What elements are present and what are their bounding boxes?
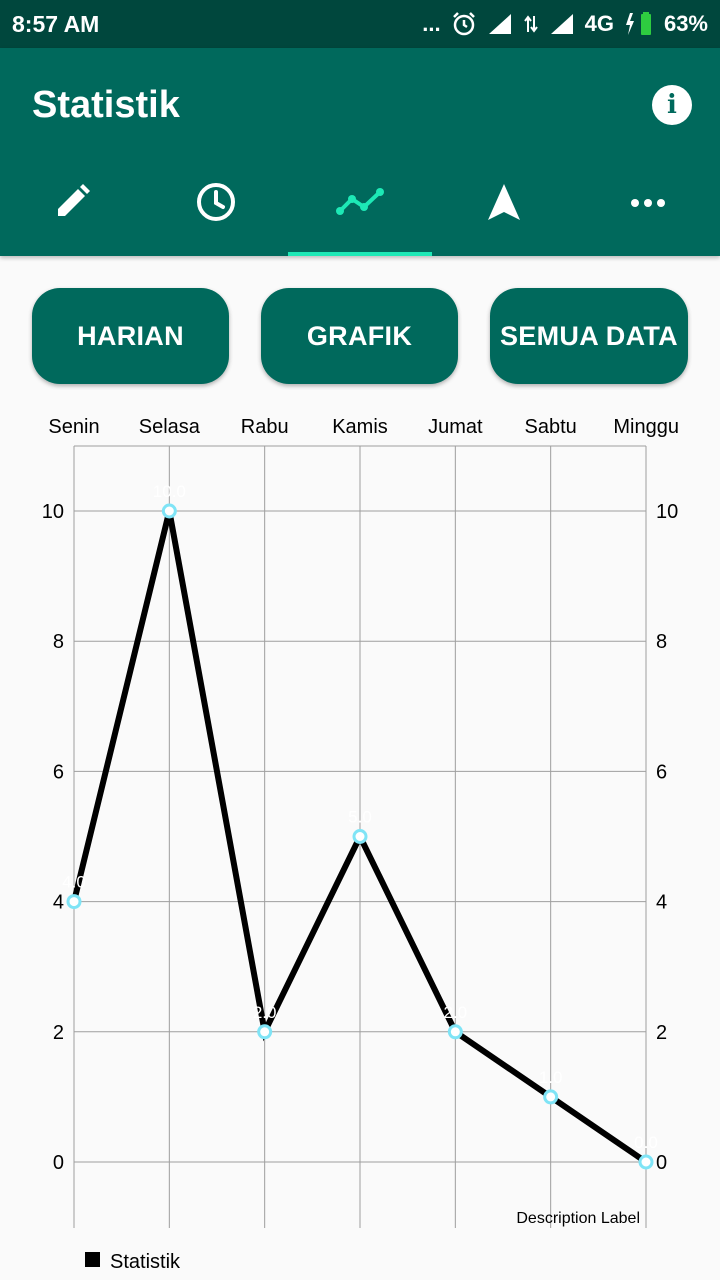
data-value-label: 5.0 [348,808,372,827]
page-title: Statistik [32,84,180,126]
chart-description: Description Label [516,1210,640,1227]
data-value-label: 10.0 [153,482,186,501]
status-icons: ... 4G 63% [422,11,708,37]
data-point [161,503,177,519]
signal-icon [487,12,513,36]
data-point [352,829,368,844]
data-point [66,894,82,910]
y-tick-label-right: 6 [656,761,667,783]
data-value-label: 0.0 [634,1133,658,1152]
y-tick-label-left: 2 [53,1022,64,1044]
network-type: 4G [584,11,614,36]
y-tick-label-left: 8 [53,631,64,653]
status-bar: 8:57 AM ... 4G 63% [0,0,720,48]
y-tick-label-left: 10 [42,501,64,523]
x-tick-label: Jumat [428,416,483,438]
data-value-label: 2.0 [444,1003,468,1022]
y-tick-label-right: 0 [656,1152,667,1174]
data-value-label: 1.0 [539,1068,563,1087]
signal-icon-2 [549,12,575,36]
x-tick-label: Kamis [332,416,388,438]
y-tick-label-right: 8 [656,631,667,653]
info-icon[interactable]: i [652,85,692,125]
y-tick-label-right: 4 [656,892,667,914]
tab-edit[interactable] [0,152,144,256]
y-tick-label-right: 2 [656,1022,667,1044]
battery-percent: 63% [663,11,708,36]
legend-swatch [85,1252,100,1267]
battery-icon [624,11,654,37]
chart-canvas: 0 0 2 2 4 4 6 6 8 8 10 10 Senin Selasa Rabu Kamis Jumat S… [42,416,679,1273]
data-value-label: 2.0 [253,1003,277,1022]
pencil-icon [52,182,92,227]
data-point [447,1024,463,1040]
x-tick-label: Senin [48,416,99,438]
tab-history[interactable] [144,152,288,256]
tab-more[interactable] [576,152,720,256]
chart-line-icon [336,187,384,222]
grafik-button[interactable]: GRAFIK [261,288,458,384]
data-transfer-icon [523,12,539,36]
line-chart[interactable]: 0 0 2 2 4 4 6 6 8 8 10 10 Senin Selasa Rabu Kamis Jumat S… [0,400,720,1280]
y-tick-label-left: 6 [53,761,64,783]
legend-label: Statistik [110,1251,181,1273]
x-tick-label: Selasa [139,416,201,438]
status-time: 8:57 AM [12,10,100,37]
y-tick-label-left: 4 [53,892,64,914]
x-tick-label: Minggu [613,416,679,438]
status-dots: ... [422,11,441,36]
navigation-arrow-icon [486,182,522,227]
tab-navigation[interactable] [432,152,576,256]
data-point [257,1024,273,1040]
clock-icon [195,181,237,228]
alarm-icon [451,11,477,37]
y-tick-label-right: 10 [656,501,678,523]
data-point [638,1154,654,1170]
data-point [543,1089,559,1105]
data-value-label: 4.0 [62,873,86,892]
tab-bar [0,152,720,256]
y-tick-label-left: 0 [53,1152,64,1174]
view-buttons: HARIAN GRAFIK SEMUA DATA [0,288,720,384]
app-bar: Statistik i [0,48,720,256]
x-tick-label: Sabtu [525,416,577,438]
semua-data-button[interactable]: SEMUA DATA [490,288,688,384]
more-horizontal-icon [630,195,666,213]
x-tick-label: Rabu [241,416,289,438]
harian-button[interactable]: HARIAN [32,288,229,384]
tab-statistics[interactable] [288,152,432,256]
